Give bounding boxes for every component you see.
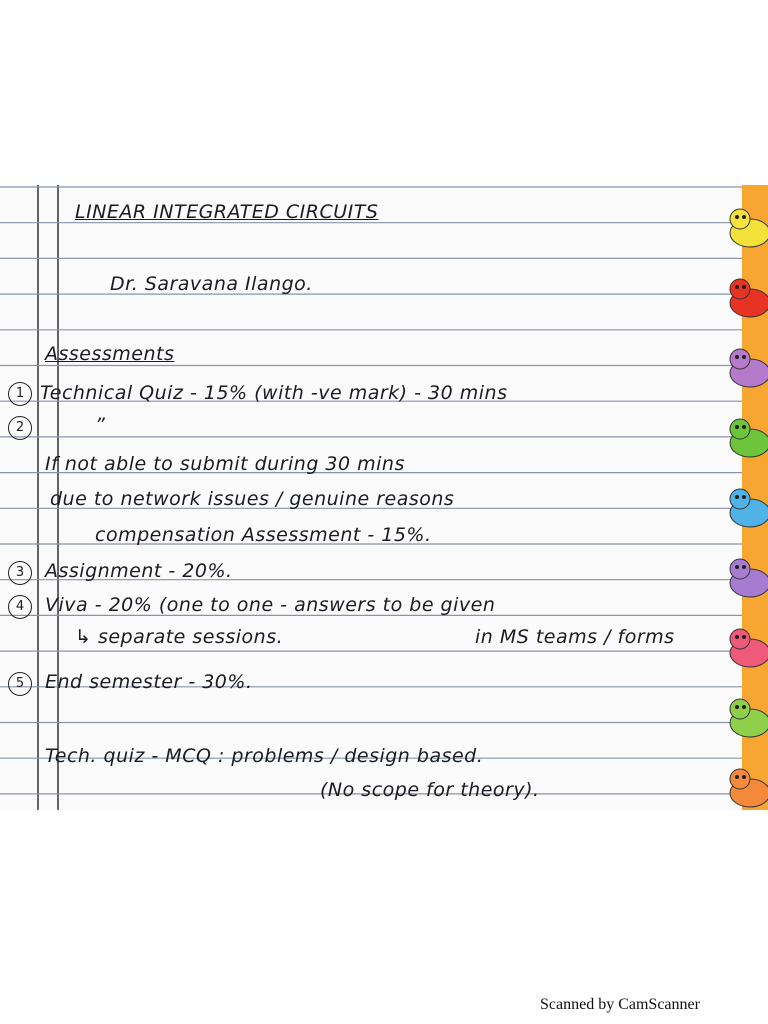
bee-sticker: [729, 558, 768, 598]
item-marker: 3: [8, 561, 32, 585]
item-marker: 2: [8, 416, 32, 440]
note-line: due to network issues / genuine reasons: [50, 488, 455, 510]
closing-line: Tech. quiz - MCQ : problems / design bas…: [45, 745, 484, 767]
item-text: Assignment - 20%.: [45, 560, 233, 582]
bee-sticker: [729, 698, 768, 738]
bee-sticker: [729, 418, 768, 458]
closing-line: (No scope for theory).: [320, 779, 540, 801]
note-line: ↳ separate sessions.: [75, 626, 284, 648]
note-line: compensation Assessment - 15%.: [95, 524, 432, 546]
note-line: If not able to submit during 30 mins: [45, 453, 405, 475]
item-marker: 4: [8, 595, 32, 619]
bee-sticker: [729, 488, 768, 528]
bee-sticker: [729, 348, 768, 388]
author: Dr. Saravana Ilango.: [110, 273, 313, 295]
item-text: Viva - 20% (one to one - answers to be g…: [45, 594, 496, 616]
item-marker: 1: [8, 382, 32, 406]
bee-sticker: [729, 628, 768, 668]
note-line: in MS teams / forms: [475, 626, 675, 648]
ruling: [0, 185, 768, 810]
notebook-page: LINEAR INTEGRATED CIRCUITS Dr. Saravana …: [0, 185, 768, 810]
item-marker: 5: [8, 672, 32, 696]
item-text: End semester - 30%.: [45, 671, 253, 693]
scanner-footer: Scanned by CamScanner: [540, 996, 700, 1013]
item-text: Technical Quiz - 15% (with -ve mark) - 3…: [40, 382, 508, 404]
bee-sticker: [729, 278, 768, 318]
item-text: ”: [95, 414, 106, 436]
bee-sticker: [729, 208, 768, 248]
heading: Assessments: [45, 343, 175, 365]
title: LINEAR INTEGRATED CIRCUITS: [75, 201, 379, 223]
bee-sticker: [729, 768, 768, 808]
